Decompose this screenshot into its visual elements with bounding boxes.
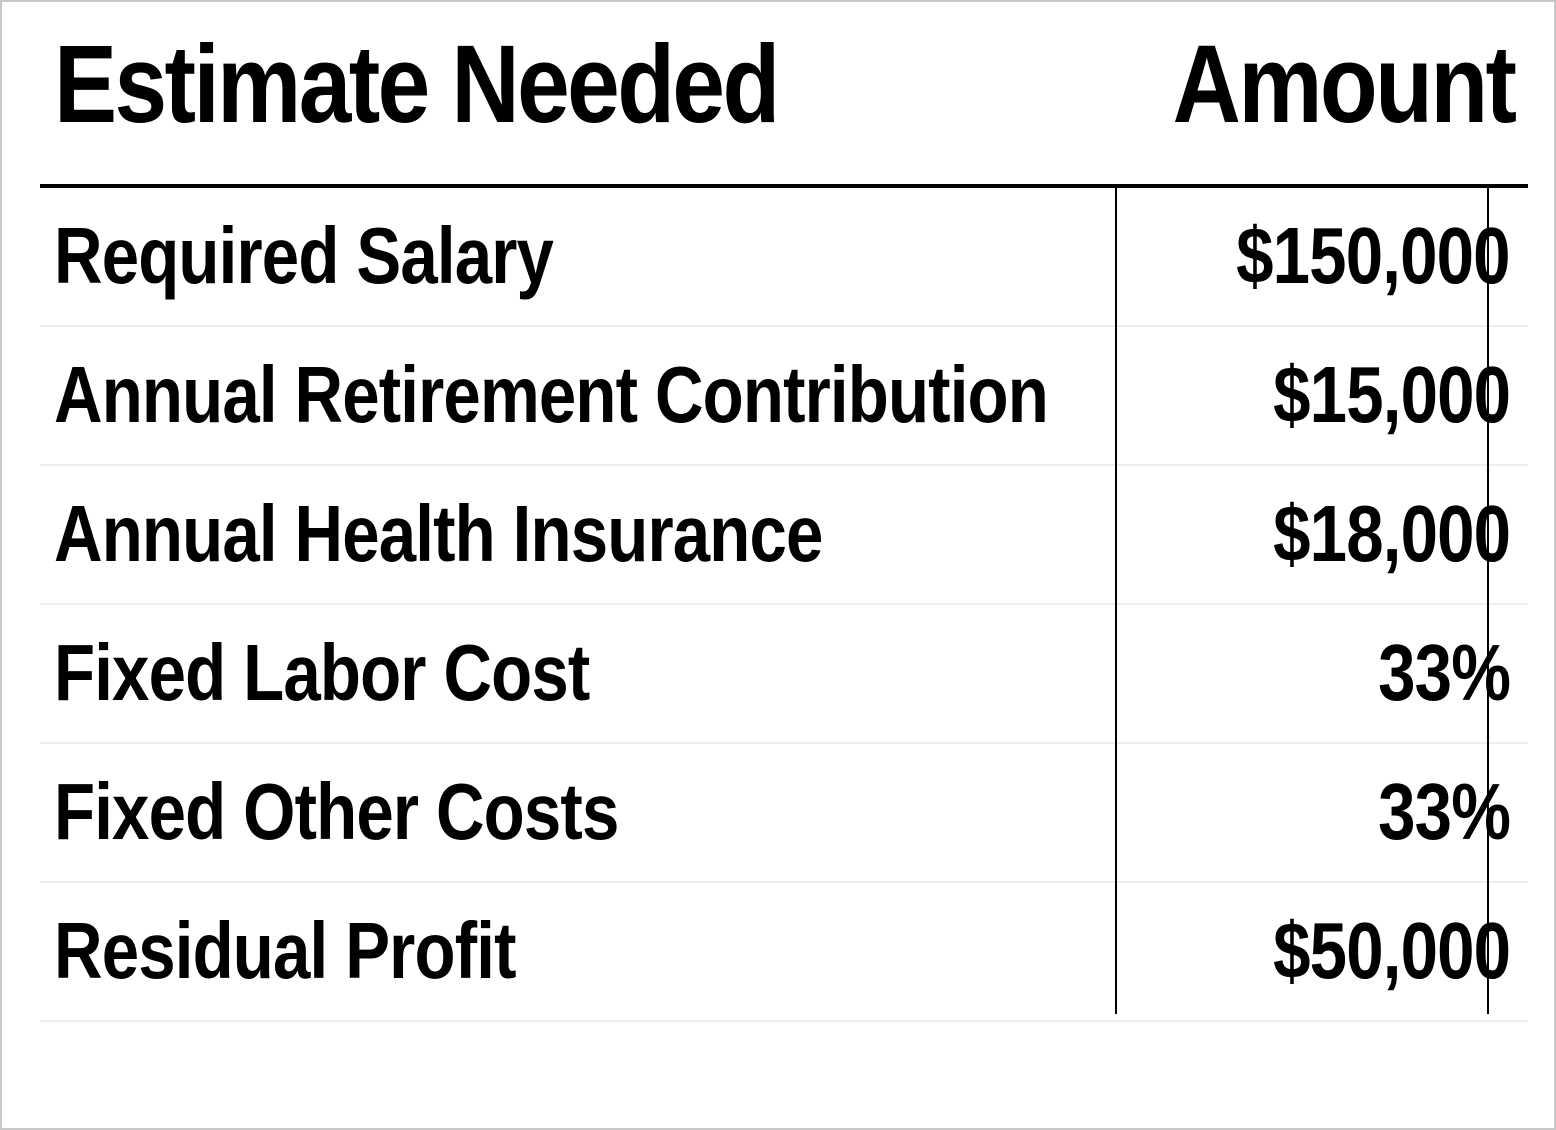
estimate-table: Estimate Needed Amount Required Salary $… — [40, 2, 1528, 1022]
table-row: Fixed Other Costs 33% — [40, 744, 1528, 883]
table-row: Required Salary $150,000 — [40, 188, 1528, 327]
table-right-border — [1487, 188, 1489, 1014]
row-label: Fixed Labor Cost — [54, 628, 590, 717]
column-divider — [1115, 188, 1117, 1014]
table-row: Residual Profit $50,000 — [40, 883, 1528, 1022]
table-row: Annual Health Insurance $18,000 — [40, 466, 1528, 605]
row-label: Residual Profit — [54, 906, 516, 995]
row-value: $150,000 — [1236, 211, 1510, 300]
row-value: $18,000 — [1272, 489, 1511, 578]
row-label: Fixed Other Costs — [54, 767, 619, 856]
column-header-estimate: Estimate Needed — [54, 23, 780, 146]
table-row: Fixed Labor Cost 33% — [40, 605, 1528, 744]
row-label: Annual Health Insurance — [54, 489, 823, 578]
row-value: 33% — [1378, 767, 1511, 856]
row-value: 33% — [1378, 628, 1511, 717]
table-row: Annual Retirement Contribution $15,000 — [40, 327, 1528, 466]
row-label: Required Salary — [54, 211, 554, 300]
column-header-amount: Amount — [1172, 23, 1516, 146]
row-label: Annual Retirement Contribution — [54, 350, 1049, 439]
row-value: $15,000 — [1272, 350, 1511, 439]
row-value: $50,000 — [1272, 906, 1511, 995]
table-body: Required Salary $150,000 Annual Retireme… — [40, 188, 1528, 1022]
table-header: Estimate Needed Amount — [40, 2, 1528, 188]
